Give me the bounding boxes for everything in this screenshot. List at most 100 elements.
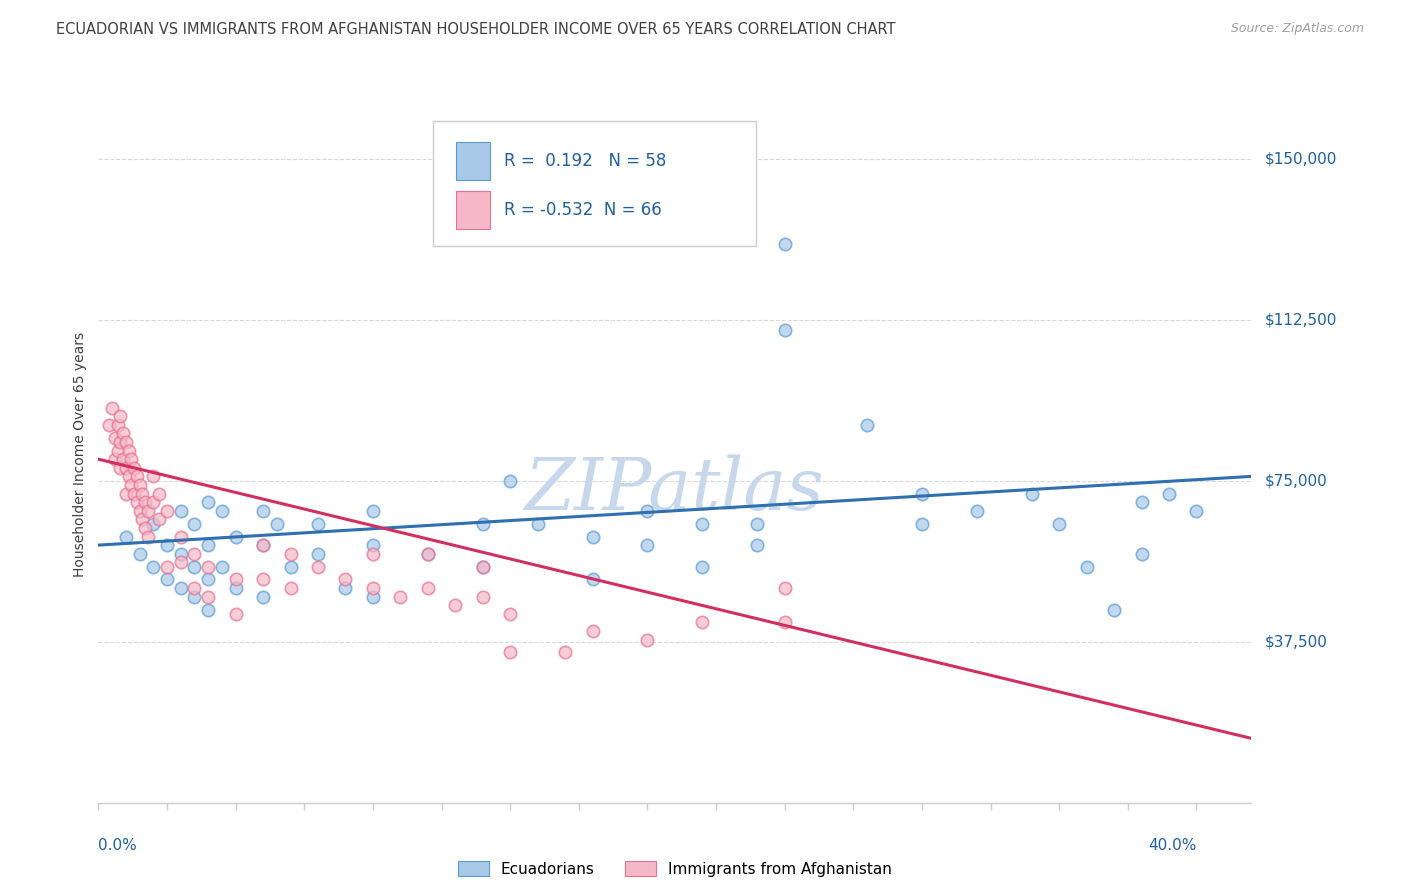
Point (499, 474, 522, 488)
Point (115, 435, 138, 450)
Point (197, 602, 219, 616)
Point (499, 645, 522, 659)
Point (104, 452, 127, 467)
Point (911, 516, 934, 531)
Point (170, 547, 193, 561)
Point (1185, 504, 1208, 518)
Point (117, 443, 139, 458)
Point (1102, 602, 1125, 616)
Point (183, 559, 205, 574)
Point (252, 538, 274, 552)
Point (197, 559, 219, 574)
Point (98, 417, 121, 432)
Point (636, 632, 658, 647)
Point (131, 512, 153, 526)
Point (252, 504, 274, 518)
Text: ECUADORIAN VS IMMIGRANTS FROM AFGHANISTAN HOUSEHOLDER INCOME OVER 65 YEARS CORRE: ECUADORIAN VS IMMIGRANTS FROM AFGHANISTA… (56, 22, 896, 37)
Legend: Ecuadorians, Immigrants from Afghanistan: Ecuadorians, Immigrants from Afghanistan (451, 855, 898, 883)
Point (128, 547, 150, 561)
Point (183, 581, 205, 595)
Point (104, 431, 127, 445)
Point (148, 512, 170, 526)
Point (225, 573, 247, 587)
Point (335, 581, 357, 595)
Point (134, 495, 156, 509)
Point (170, 504, 193, 518)
Point (156, 538, 179, 552)
Point (115, 529, 138, 543)
Point (107, 443, 129, 458)
Point (692, 615, 714, 630)
Text: R =  0.192   N = 58: R = 0.192 N = 58 (505, 152, 666, 169)
Point (125, 495, 148, 509)
Point (581, 624, 603, 638)
Point (156, 504, 179, 518)
Point (307, 547, 329, 561)
Point (110, 409, 132, 424)
Point (197, 495, 219, 509)
Point (444, 599, 467, 613)
Point (225, 529, 247, 543)
Point (101, 401, 124, 415)
Point (361, 590, 384, 604)
FancyBboxPatch shape (456, 142, 491, 180)
Point (581, 573, 603, 587)
Point (170, 581, 193, 595)
Point (120, 452, 142, 467)
Point (142, 559, 165, 574)
Point (197, 573, 219, 587)
Point (966, 504, 988, 518)
Text: R = -0.532  N = 66: R = -0.532 N = 66 (505, 201, 662, 219)
Text: 40.0%: 40.0% (1149, 838, 1197, 853)
Point (636, 504, 658, 518)
Point (361, 581, 384, 595)
Point (581, 529, 603, 543)
Point (1021, 486, 1043, 500)
Point (1130, 547, 1153, 561)
Point (773, 323, 796, 337)
Point (117, 469, 139, 483)
Point (361, 504, 384, 518)
Point (136, 504, 159, 518)
Point (307, 516, 329, 531)
Text: 0.0%: 0.0% (98, 838, 138, 853)
Point (148, 486, 170, 500)
Point (307, 559, 329, 574)
FancyBboxPatch shape (456, 191, 491, 229)
Point (266, 516, 288, 531)
Point (856, 417, 879, 432)
Point (110, 435, 132, 450)
Point (122, 486, 145, 500)
Point (115, 460, 138, 475)
Point (170, 555, 193, 569)
Point (747, 516, 769, 531)
Point (125, 469, 148, 483)
Point (197, 538, 219, 552)
Point (773, 615, 796, 630)
Point (170, 529, 193, 543)
Point (747, 538, 769, 552)
Text: $75,000: $75,000 (1265, 473, 1327, 488)
Point (692, 516, 714, 531)
Y-axis label: Householder Income Over 65 years: Householder Income Over 65 years (73, 333, 87, 577)
Point (110, 460, 132, 475)
Point (128, 504, 150, 518)
Point (183, 516, 205, 531)
Point (280, 559, 302, 574)
Point (142, 495, 165, 509)
Point (134, 521, 156, 535)
Point (416, 547, 439, 561)
Text: $37,500: $37,500 (1265, 634, 1327, 649)
Point (128, 478, 150, 492)
Point (211, 504, 233, 518)
Text: ZIPatlas: ZIPatlas (524, 454, 825, 525)
Point (416, 581, 439, 595)
Point (112, 452, 135, 467)
Text: $112,500: $112,500 (1265, 312, 1337, 327)
Point (183, 590, 205, 604)
Point (183, 547, 205, 561)
Point (197, 590, 219, 604)
Point (131, 486, 153, 500)
Point (252, 538, 274, 552)
Point (636, 538, 658, 552)
